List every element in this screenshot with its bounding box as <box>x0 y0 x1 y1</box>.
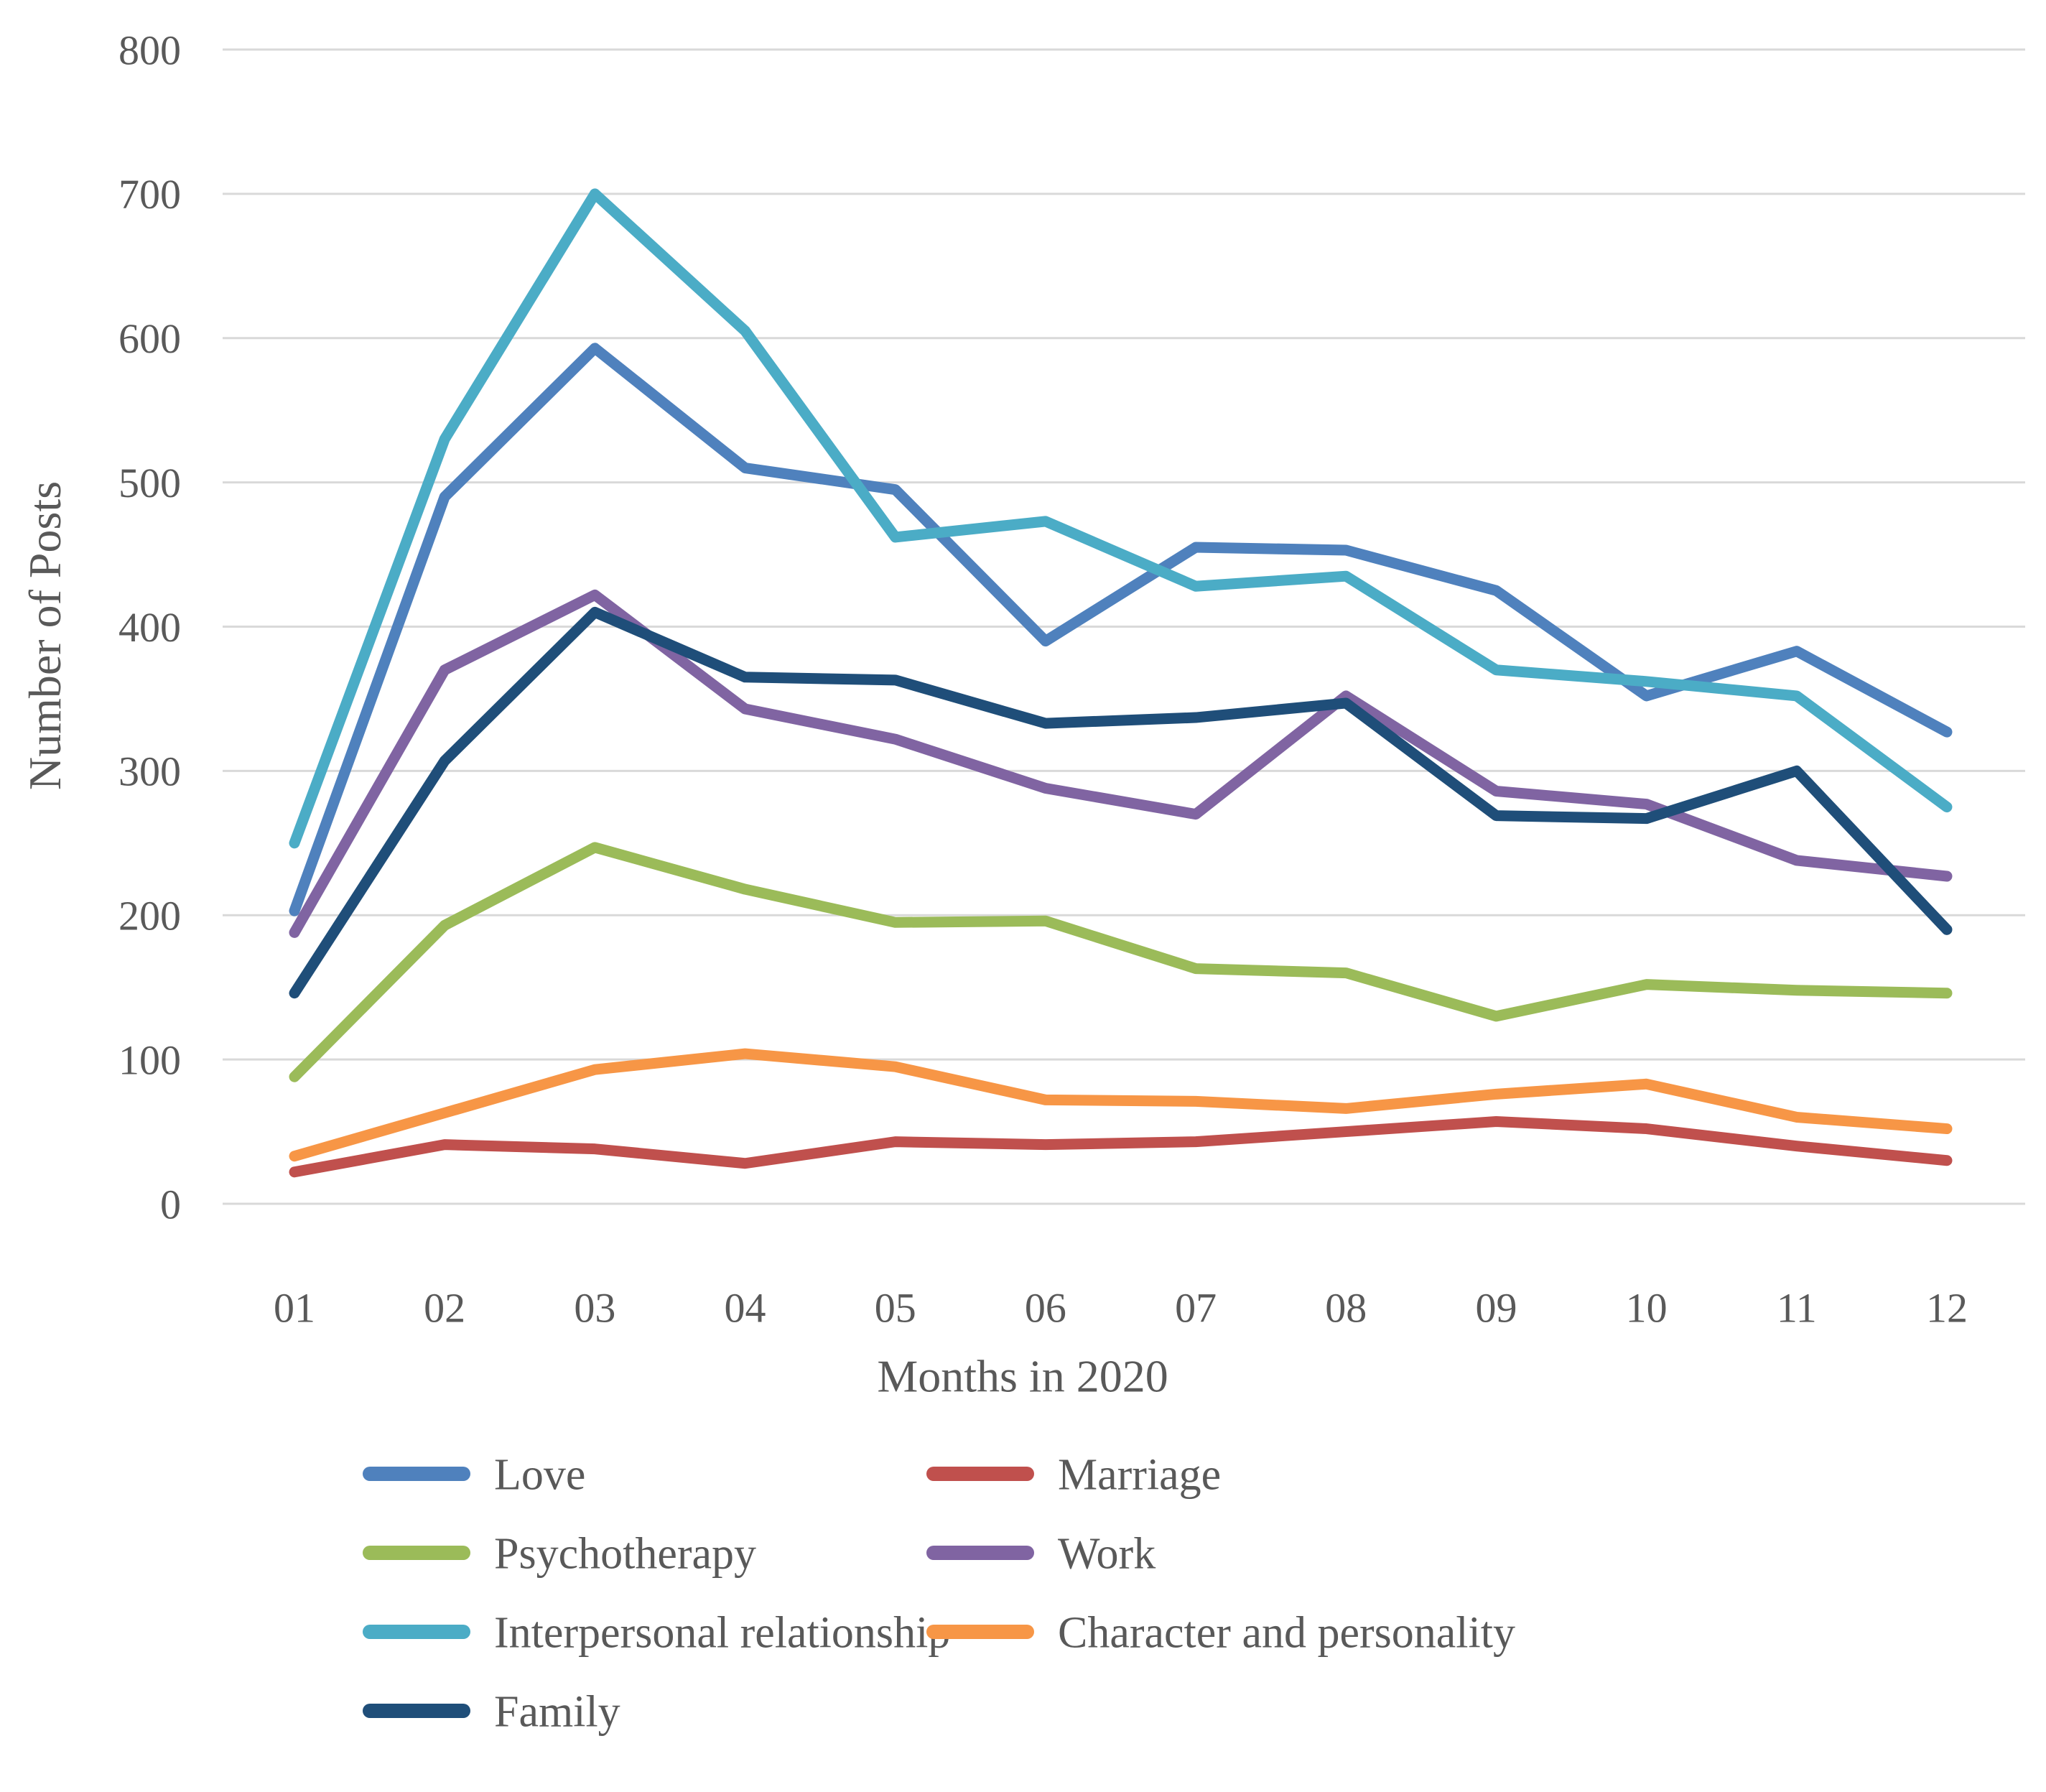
y-tick-label-300: 300 <box>118 748 181 795</box>
x-tick-label-07: 07 <box>1175 1284 1217 1331</box>
x-tick-label-12: 12 <box>1926 1284 1968 1331</box>
y-axis-tick-labels: 0 100 200 300 400 500 600 700 800 <box>118 27 181 1227</box>
legend-swatch-family <box>363 1704 470 1718</box>
x-tick-label-01: 01 <box>274 1284 315 1331</box>
legend-swatch-interpersonal-relationship <box>363 1625 470 1639</box>
x-axis-tick-labels: 01 02 03 04 05 06 07 08 09 10 11 12 <box>274 1284 1968 1331</box>
legend-swatch-character-and-personality <box>926 1625 1034 1639</box>
series-line-marriage <box>289 1116 1953 1178</box>
y-tick-label-400: 400 <box>118 604 181 651</box>
x-tick-label-02: 02 <box>424 1284 465 1331</box>
series-line-family <box>289 606 1953 999</box>
x-tick-label-05: 05 <box>875 1284 916 1331</box>
legend-label-love: Love <box>494 1451 585 1500</box>
series-line-character-and-personality <box>289 1048 1953 1162</box>
x-tick-label-10: 10 <box>1626 1284 1668 1331</box>
legend-swatch-marriage <box>926 1467 1034 1481</box>
x-tick-label-03: 03 <box>574 1284 615 1331</box>
series-line-work <box>289 589 1953 938</box>
legend-label-marriage: Marriage <box>1058 1451 1221 1500</box>
y-tick-label-200: 200 <box>118 893 181 939</box>
x-tick-label-09: 09 <box>1475 1284 1517 1331</box>
legend-label-character-and-personality: Character and personality <box>1058 1609 1515 1658</box>
gridlines <box>223 48 2025 1205</box>
y-tick-label-100: 100 <box>118 1036 181 1083</box>
legend-label-work: Work <box>1058 1530 1155 1579</box>
legend-swatch-love <box>363 1467 470 1481</box>
x-tick-label-11: 11 <box>1777 1284 1817 1331</box>
x-tick-label-04: 04 <box>725 1284 766 1331</box>
x-axis-title: Months in 2020 <box>877 1350 1168 1401</box>
x-tick-label-06: 06 <box>1025 1284 1066 1331</box>
legend-label-family: Family <box>494 1688 620 1737</box>
y-tick-label-0: 0 <box>160 1181 181 1227</box>
legend-swatch-psychotherapy <box>363 1546 470 1560</box>
legend: Love Marriage Psychotherapy Work Interperson… <box>363 1451 1515 1737</box>
series-lines <box>289 188 1953 1178</box>
y-tick-label-700: 700 <box>118 171 181 218</box>
y-tick-label-800: 800 <box>118 27 181 73</box>
x-tick-label-08: 08 <box>1325 1284 1367 1331</box>
legend-label-psychotherapy: Psychotherapy <box>494 1530 756 1579</box>
legend-label-interpersonal-relationship: Interpersonal relationship <box>494 1609 950 1658</box>
y-axis-title: Number of Posts <box>19 481 70 790</box>
y-tick-label-600: 600 <box>118 315 181 362</box>
series-line-psychotherapy <box>289 842 1953 1082</box>
legend-swatch-work <box>926 1546 1034 1560</box>
y-tick-label-500: 500 <box>118 460 181 506</box>
series-line-interpersonal-relationship <box>289 188 1953 849</box>
